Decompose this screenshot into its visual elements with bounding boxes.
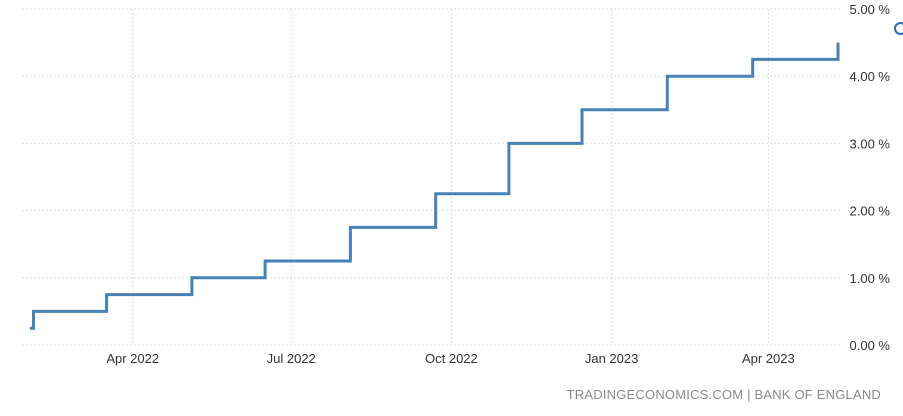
x-tick-label: Apr 2022 — [106, 351, 159, 366]
x-tick-label: Oct 2022 — [425, 351, 478, 366]
series-line — [30, 42, 840, 330]
gridlines — [22, 8, 842, 346]
x-axis-ticks: Apr 2022 Jul 2022 Oct 2022 Jan 2023 Apr 2023 — [106, 351, 794, 366]
y-axis-ticks: 0.00 % 1.00 % 2.00 % 3.00 % 4.00 % 5.00 % — [850, 2, 891, 353]
edge-marker — [894, 22, 903, 35]
y-tick-label: 4.00 % — [850, 69, 891, 84]
y-tick-label: 1.00 % — [850, 271, 891, 286]
x-tick-label: Jan 2023 — [585, 351, 639, 366]
x-tick-label: Jul 2022 — [267, 351, 316, 366]
x-tick-label: Apr 2023 — [742, 351, 795, 366]
y-tick-label: 5.00 % — [850, 2, 891, 17]
source-label: TRADINGECONOMICS.COM | BANK OF ENGLAND — [566, 387, 881, 402]
y-tick-label: 2.00 % — [850, 204, 891, 219]
y-tick-label: 0.00 % — [850, 338, 891, 353]
y-tick-label: 3.00 % — [850, 136, 891, 151]
